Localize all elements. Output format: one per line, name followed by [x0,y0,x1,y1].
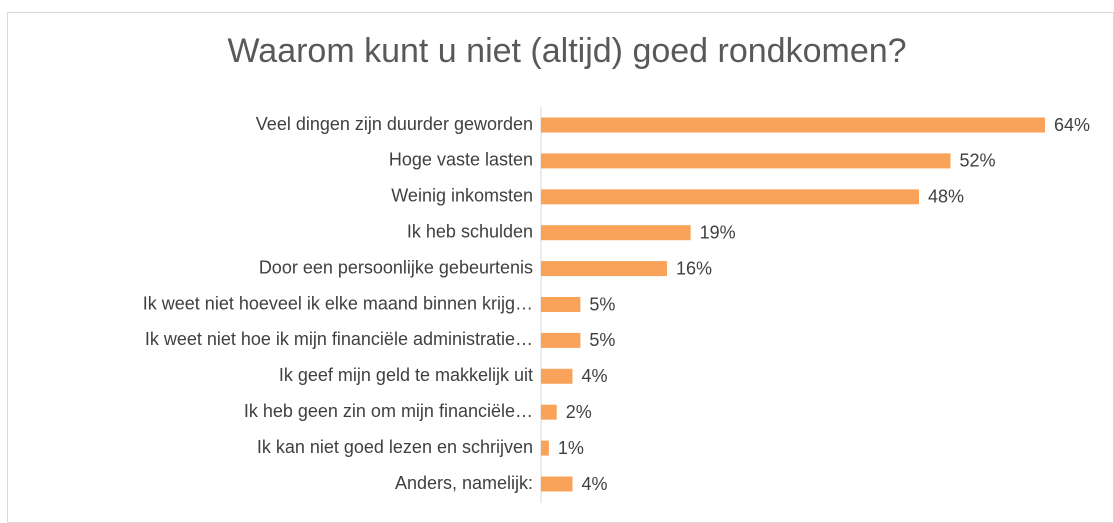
bar [541,476,573,492]
category-label: Hoge vaste lasten [389,150,533,170]
bar [541,153,951,169]
category-label: Anders, namelijk: [395,473,533,493]
category-label: Weinig inkomsten [391,186,533,206]
bar [541,225,691,241]
value-label: 64% [1054,115,1090,135]
bar [541,117,1045,133]
value-label: 19% [700,222,736,242]
category-label: Ik weet niet hoeveel ik elke maand binne… [143,293,533,313]
bar [541,332,581,348]
value-label: 48% [928,187,964,207]
bar [541,297,581,312]
chart-title: Waarom kunt u niet (altijd) goed rondkom… [227,32,906,70]
bar [541,440,549,456]
value-label: 5% [589,330,615,350]
category-label: Ik geef mijn geld te makkelijk uit [279,365,533,385]
value-label: 5% [589,294,615,314]
category-label: Ik heb geen zin om mijn financiële… [244,401,533,421]
category-label: Ik weet niet hoe ik mijn financiële admi… [145,329,533,349]
value-label: 16% [676,258,712,278]
category-label: Door een persoonlijke gebeurtenis [259,257,533,277]
category-label: Veel dingen zijn duurder geworden [256,114,533,134]
value-label: 4% [582,366,608,386]
value-label: 4% [582,474,608,494]
category-label: Ik kan niet goed lezen en schrijven [257,437,533,457]
value-label: 52% [960,151,996,171]
bar [541,368,573,384]
category-label: Ik heb schulden [407,221,533,241]
bar [541,189,919,205]
value-label: 2% [566,402,592,422]
bar [541,404,557,420]
bar [541,261,667,277]
value-label: 1% [558,438,584,458]
